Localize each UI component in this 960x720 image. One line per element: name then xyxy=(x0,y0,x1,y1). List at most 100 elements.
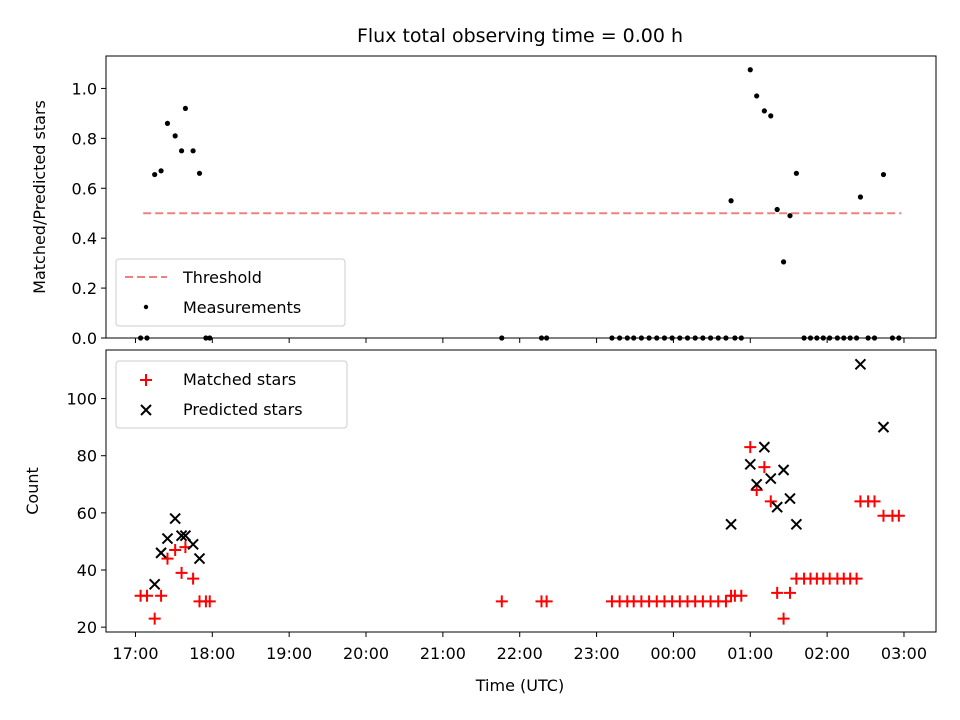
predicted-star-point xyxy=(771,501,783,513)
measurement-point xyxy=(857,194,864,200)
count-y-ticks: 20 40 60 80 100 xyxy=(66,390,106,637)
x-tick-label: 21:00 xyxy=(420,644,466,663)
measurement-point xyxy=(768,113,774,119)
predicted-star-point xyxy=(169,512,181,525)
predicted-star-point xyxy=(784,492,796,505)
matched-star-point xyxy=(868,495,881,508)
predicted-star-point xyxy=(187,538,199,550)
matched-star-point xyxy=(175,566,188,579)
matched-star-point xyxy=(155,589,168,602)
chart-title: Flux total observing time = 0.00 h xyxy=(357,25,683,47)
matched-star-point xyxy=(161,552,174,565)
predicted-star-point xyxy=(790,518,803,530)
count-panel: 20 40 60 80 100 17:00 18:00 19:00 20:00 21:00 22:… xyxy=(23,349,937,695)
predicted-star-point xyxy=(777,464,790,476)
x-tick-label: 20:00 xyxy=(343,644,389,663)
ratio-y-tick-label: 0.2 xyxy=(72,279,97,298)
predicted-legend-swatch xyxy=(140,404,152,416)
matched-star-point xyxy=(850,572,863,585)
x-axis-label: Time (UTC) xyxy=(475,676,564,695)
ratio-y-tick-label: 0.4 xyxy=(72,229,97,248)
ratio-y-tick-label: 0.8 xyxy=(72,129,97,148)
measurement-point xyxy=(164,120,171,126)
predicted-star-point xyxy=(758,441,771,453)
matched-star-point xyxy=(719,595,732,608)
matched-legend-label: Matched stars xyxy=(183,370,296,389)
count-y-tick-label: 40 xyxy=(77,561,97,580)
predicted-star-point xyxy=(148,578,161,590)
measurement-point xyxy=(172,133,178,139)
matched-star-point xyxy=(892,509,905,522)
ratio-legend-box xyxy=(115,258,346,327)
matched-star-point xyxy=(140,589,153,602)
x-tick-label: 19:00 xyxy=(266,644,312,663)
matched-star-point xyxy=(540,595,553,608)
count-plot-frame xyxy=(105,349,937,633)
matched-star-point xyxy=(764,495,777,508)
predicted-star-point xyxy=(750,478,763,490)
predicted-star-point xyxy=(854,358,867,370)
measurement-point xyxy=(182,105,189,112)
ratio-y-ticks: 0.0 0.2 0.4 0.6 0.8 1.0 xyxy=(72,79,106,348)
measurement-point xyxy=(754,93,760,99)
measurements-legend-label: Measurements xyxy=(183,298,301,317)
ratio-y-axis-label: Matched/Predicted stars xyxy=(30,100,49,294)
matched-star-point xyxy=(744,441,757,454)
ratio-x-ticks xyxy=(134,338,905,343)
x-tick-label: 22:00 xyxy=(497,644,543,663)
count-marks xyxy=(134,358,905,625)
ratio-panel: 0.0 0.2 0.4 0.6 0.8 1.0 Matched/Predicted sta… xyxy=(30,55,937,348)
x-tick-label: 00:00 xyxy=(650,644,696,663)
count-legend-box xyxy=(115,360,348,429)
matched-star-point xyxy=(735,589,748,602)
predicted-legend-label: Predicted stars xyxy=(183,400,303,419)
measurement-point xyxy=(780,259,787,265)
predicted-star-point xyxy=(877,421,890,433)
measurement-point xyxy=(787,213,793,219)
predicted-star-point xyxy=(193,552,206,565)
count-x-ticks: 17:00 18:00 19:00 20:00 21:00 22:00 23:00 00:00… xyxy=(112,632,927,663)
matched-star-point xyxy=(169,544,182,556)
measurement-point xyxy=(728,198,734,204)
count-y-tick-label: 80 xyxy=(77,447,97,466)
matched-star-point xyxy=(750,484,763,496)
ratio-y-tick-label: 0.6 xyxy=(72,179,97,198)
matched-legend-swatch xyxy=(140,374,152,386)
ratio-y-tick-label: 1.0 xyxy=(72,79,97,98)
x-tick-label: 01:00 xyxy=(727,644,773,663)
measurements-legend-swatch xyxy=(143,304,149,310)
count-y-tick-label: 100 xyxy=(66,390,97,409)
measurement-point xyxy=(196,170,203,176)
ratio-legend: Threshold Measurements xyxy=(115,258,346,327)
x-tick-label: 03:00 xyxy=(881,644,927,663)
ratio-y-tick-label: 0.0 xyxy=(72,329,97,348)
predicted-star-point xyxy=(155,547,167,559)
measurement-point xyxy=(761,108,767,114)
matched-star-point xyxy=(783,586,796,599)
measurement-point xyxy=(158,168,164,174)
measurement-point xyxy=(190,148,196,154)
x-tick-label: 17:00 xyxy=(112,644,158,663)
measurement-point xyxy=(880,171,887,178)
matched-star-point xyxy=(758,461,771,474)
count-y-axis-label: Count xyxy=(23,467,42,515)
x-tick-label: 18:00 xyxy=(189,644,235,663)
measurement-point xyxy=(774,206,780,213)
count-y-tick-label: 60 xyxy=(77,504,97,523)
predicted-star-point xyxy=(175,530,188,542)
matched-star-point xyxy=(148,612,161,625)
matched-star-point xyxy=(495,595,508,608)
count-legend: Matched stars Predicted stars xyxy=(115,360,348,429)
threshold-legend-label: Threshold xyxy=(182,268,262,287)
predicted-star-point xyxy=(744,458,756,470)
x-tick-label: 23:00 xyxy=(574,644,620,663)
measurement-point xyxy=(793,170,799,176)
predicted-star-point xyxy=(765,472,777,485)
matched-star-point xyxy=(187,572,200,585)
measurement-point xyxy=(747,67,753,73)
measurement-point xyxy=(152,171,158,178)
count-y-tick-label: 20 xyxy=(77,618,97,637)
matched-star-point xyxy=(203,595,216,608)
predicted-star-point xyxy=(725,518,737,530)
